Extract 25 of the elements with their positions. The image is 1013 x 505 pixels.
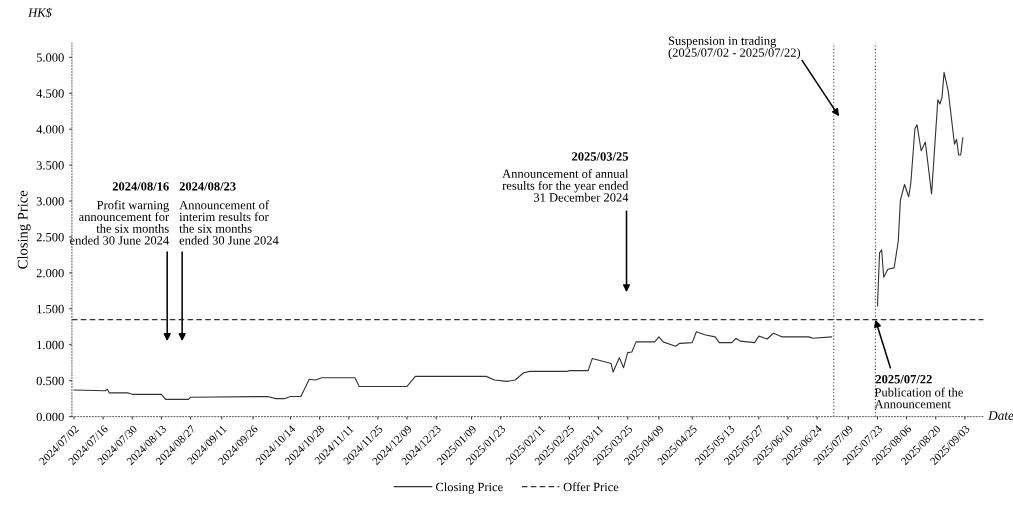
annotation: 2025/07/22	[875, 374, 932, 384]
y-tick-label: 3.000	[36, 197, 64, 206]
annotation: Announcement of annual results for the year ended 31 December 2024	[502, 169, 629, 202]
y-tick-label: 2.500	[36, 232, 64, 242]
annotation: Publication of the Announcement	[874, 387, 963, 409]
y-tick-label: 4.500	[36, 89, 64, 98]
y-tick-label: 1.500	[37, 304, 64, 314]
y-tick-label: 0.000	[36, 412, 64, 422]
y-tick-label: 3.500	[36, 161, 64, 170]
annotation: Profit warning announcement for the six months ended 30 June 2024	[70, 200, 170, 245]
legend-label: Offer Price	[563, 482, 619, 492]
x-axis-title: Date	[988, 411, 1013, 420]
annotation: 2024/08/16	[112, 182, 169, 191]
y-tick-label: 5.000	[36, 53, 64, 62]
y-tick-label: 0.500	[36, 376, 64, 386]
annotation: Announcement of interim results for the six months ended 30 June 2024	[179, 200, 279, 245]
annotation: Suspension in trading (2025/07/02 - 2025/07/22)	[668, 36, 801, 60]
y-tick-label: 2.000	[36, 268, 64, 278]
y-tick-label: 1.000	[37, 340, 64, 350]
y-tick-label: 4.000	[36, 125, 64, 134]
chart-subtitle: HK$	[28, 7, 52, 18]
legend-label: Closing Price	[435, 482, 503, 494]
y-axis-title: Closing Price	[17, 190, 31, 269]
annotation: 2025/03/25	[572, 152, 629, 161]
annotation: 2024/08/23	[179, 182, 236, 191]
